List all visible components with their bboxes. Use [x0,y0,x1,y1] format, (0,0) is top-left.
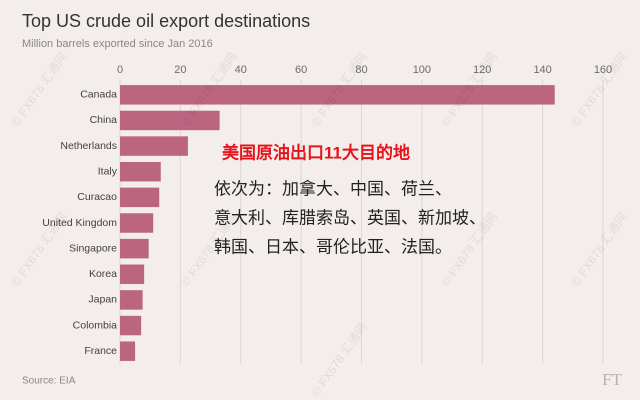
annotation-line: 韩国、日本、哥伦比亚、法国。 [214,237,452,256]
y-tick-label: China [90,114,118,126]
bar [120,341,136,361]
y-tick-label: Canada [80,89,117,101]
annotation-title: 美国原油出口11大目的地 [222,142,410,162]
bar [120,290,143,310]
x-tick-label: 80 [355,64,367,76]
watermark: © FX678 汇通网 [9,210,70,289]
x-tick-label: 100 [413,64,431,76]
x-tick-label: 160 [594,64,612,76]
watermark: © FX678 汇通网 [309,320,370,399]
x-tick-label: 120 [473,64,491,76]
bar [120,315,142,336]
bar [120,238,149,259]
x-tick-label: 0 [117,64,123,76]
bar [120,136,188,156]
watermark: © FX678 汇通网 [569,210,630,289]
bar [120,213,154,233]
source: Source: EIA [22,376,76,387]
y-tick-label: France [84,345,117,357]
x-tick-label: 140 [533,64,551,76]
x-tick-label: 20 [174,64,186,76]
y-tick-label: Curacao [77,191,117,203]
x-tick-label: 60 [295,64,307,76]
chart-title: Top US crude oil export destinations [22,11,310,31]
y-tick-label: United Kingdom [42,217,117,229]
logo: FT [602,370,622,389]
annotation-line: 依次为：加拿大、中国、荷兰、 [214,178,452,198]
y-tick-label: Colombia [73,319,118,331]
y-tick-label: Singapore [69,242,117,254]
bar [120,85,555,105]
bar [120,264,145,285]
bar [120,110,220,131]
y-tick-label: Korea [89,268,117,280]
watermark: © FX678 汇通网 [569,50,630,129]
y-tick-label: Netherlands [60,140,117,152]
bar [120,161,161,182]
watermark: © FX678 汇通网 [9,50,70,129]
annotation-line: 意大利、库腊索岛、英国、新加坡、 [214,208,486,227]
x-tick-label: 40 [235,64,247,76]
y-tick-label: Italy [98,166,118,178]
bar [120,187,160,208]
chart-subtitle: Million barrels exported since Jan 2016 [22,38,213,50]
y-tick-label: Japan [88,294,117,306]
